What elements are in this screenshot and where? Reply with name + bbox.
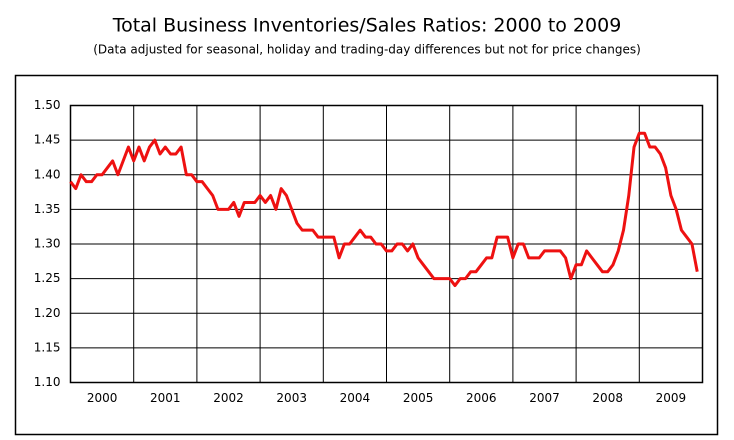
y-tick-label: 1.30 bbox=[34, 237, 61, 251]
x-tick-label: 2006 bbox=[466, 391, 497, 405]
data-line bbox=[69, 131, 699, 288]
chart-title: Total Business Inventories/Sales Ratios:… bbox=[112, 15, 622, 37]
x-tick-label: 2005 bbox=[403, 391, 434, 405]
x-tick-label: 2001 bbox=[150, 391, 181, 405]
x-tick-label: 2003 bbox=[276, 391, 307, 405]
y-tick-label: 1.45 bbox=[34, 133, 61, 147]
x-tick-label: 2000 bbox=[87, 391, 118, 405]
y-tick-label: 1.25 bbox=[34, 271, 61, 285]
x-tick-label: 2002 bbox=[213, 391, 244, 405]
x-tick-label: 2008 bbox=[592, 391, 623, 405]
x-tick-label: 2004 bbox=[340, 391, 371, 405]
y-tick-label: 1.50 bbox=[34, 98, 61, 112]
y-tick-label: 1.15 bbox=[34, 340, 61, 354]
x-tick-label: 2009 bbox=[656, 391, 687, 405]
y-tick-label: 1.10 bbox=[34, 375, 61, 389]
chart-subtitle: (Data adjusted for seasonal, holiday and… bbox=[93, 43, 641, 57]
x-tick-label: 2007 bbox=[529, 391, 560, 405]
y-tick-label: 1.35 bbox=[34, 202, 61, 216]
y-tick-label: 1.40 bbox=[34, 167, 61, 181]
y-tick-label: 1.20 bbox=[34, 306, 61, 320]
chart-frame bbox=[14, 74, 719, 436]
